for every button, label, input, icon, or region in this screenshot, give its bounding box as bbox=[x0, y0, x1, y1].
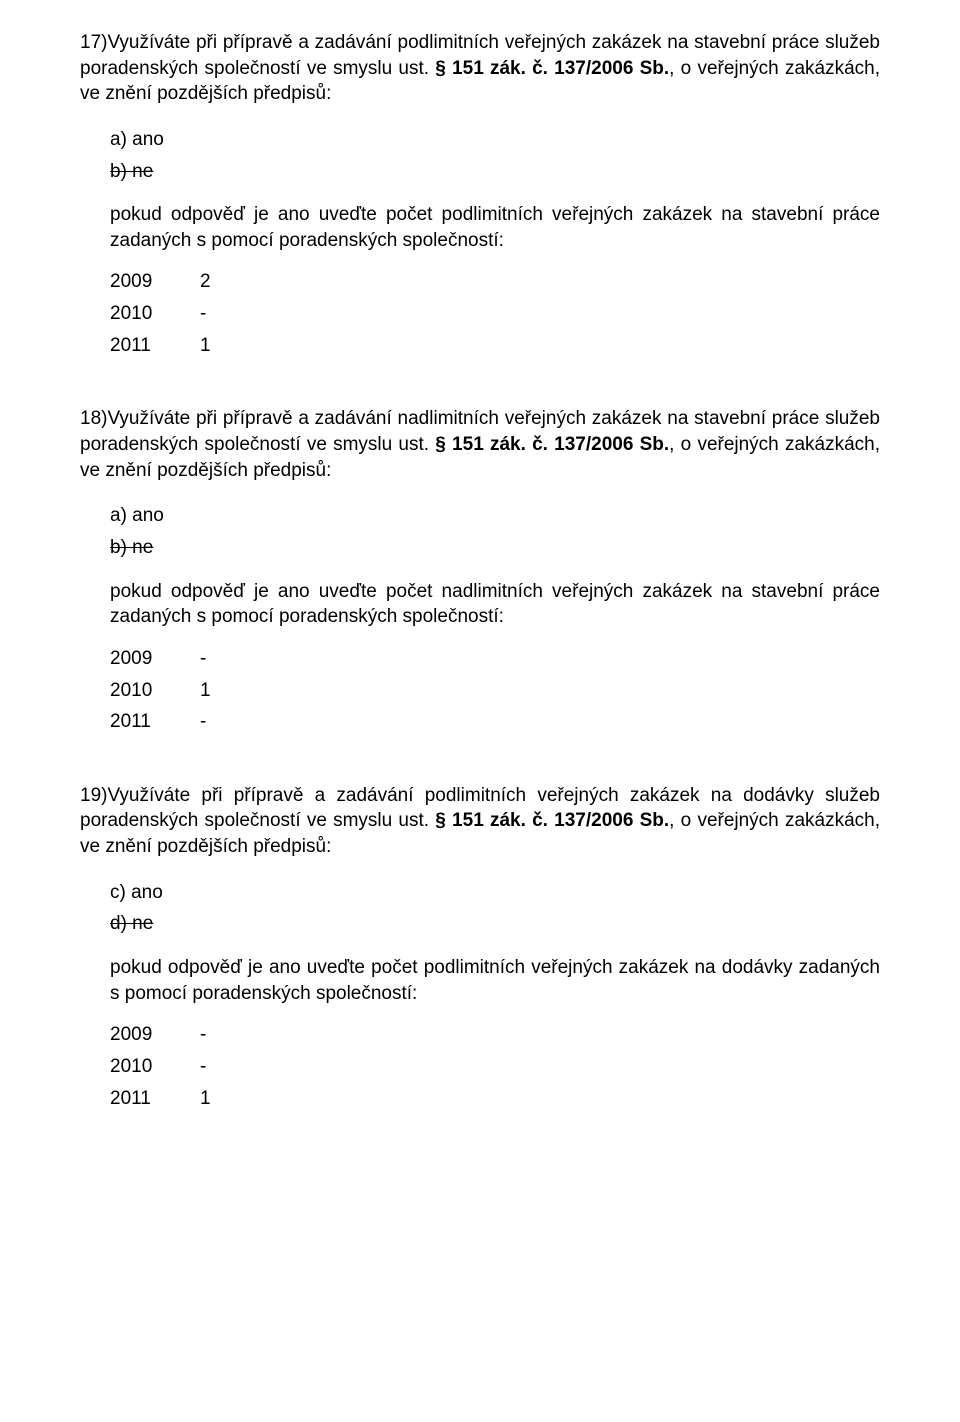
year-label-2010: 2010 bbox=[110, 1054, 200, 1080]
question-19-follow: pokud odpověď je ano uveďte počet podlim… bbox=[80, 955, 880, 1006]
question-17-text: 17)Využíváte při přípravě a zadávání pod… bbox=[80, 30, 880, 107]
option-18-b: b) ne bbox=[110, 535, 880, 561]
question-18-follow: pokud odpověď je ano uveďte počet nadlim… bbox=[80, 579, 880, 630]
year-row-19-2011: 2011 1 bbox=[110, 1086, 880, 1112]
question-19-text: 19)Využíváte při přípravě a zadávání pod… bbox=[80, 783, 880, 860]
year-label-2011: 2011 bbox=[110, 1086, 200, 1112]
question-18: 18)Využíváte při přípravě a zadávání nad… bbox=[80, 406, 880, 734]
question-18-text: 18)Využíváte při přípravě a zadávání nad… bbox=[80, 406, 880, 483]
question-17-text-bold: § 151 zák. č. 137/2006 Sb. bbox=[435, 58, 669, 79]
option-19-d: d) ne bbox=[110, 911, 880, 937]
option-18-a: a) ano bbox=[110, 503, 880, 529]
question-19-years: 2009 - 2010 - 2011 1 bbox=[80, 1022, 880, 1111]
question-17-years: 2009 2 2010 - 2011 1 bbox=[80, 269, 880, 358]
question-19-options: c) ano d) ne bbox=[80, 880, 880, 937]
year-value-2010: 1 bbox=[200, 678, 211, 704]
question-17: 17)Využíváte při přípravě a zadávání pod… bbox=[80, 30, 880, 358]
year-value-2010: - bbox=[200, 1054, 206, 1080]
year-label-2010: 2010 bbox=[110, 678, 200, 704]
year-row-17-2009: 2009 2 bbox=[110, 269, 880, 295]
year-value-2011: 1 bbox=[200, 333, 211, 359]
question-19-number: 19) bbox=[80, 785, 107, 806]
question-18-number: 18) bbox=[80, 408, 107, 429]
question-17-number: 17) bbox=[80, 32, 107, 53]
question-18-options: a) ano b) ne bbox=[80, 503, 880, 560]
year-value-2009: 2 bbox=[200, 269, 211, 295]
year-row-17-2010: 2010 - bbox=[110, 301, 880, 327]
year-label-2009: 2009 bbox=[110, 269, 200, 295]
year-value-2011: 1 bbox=[200, 1086, 211, 1112]
question-19: 19)Využíváte při přípravě a zadávání pod… bbox=[80, 783, 880, 1111]
question-19-text-bold: § 151 zák. č. 137/2006 Sb. bbox=[435, 810, 669, 831]
question-17-follow: pokud odpověď je ano uveďte počet podlim… bbox=[80, 202, 880, 253]
option-19-c: c) ano bbox=[110, 880, 880, 906]
year-value-2009: - bbox=[200, 646, 206, 672]
question-18-years: 2009 - 2010 1 2011 - bbox=[80, 646, 880, 735]
option-17-b: b) ne bbox=[110, 159, 880, 185]
question-17-options: a) ano b) ne bbox=[80, 127, 880, 184]
year-row-19-2009: 2009 - bbox=[110, 1022, 880, 1048]
year-row-18-2011: 2011 - bbox=[110, 709, 880, 735]
year-row-18-2010: 2010 1 bbox=[110, 678, 880, 704]
year-row-18-2009: 2009 - bbox=[110, 646, 880, 672]
option-17-a: a) ano bbox=[110, 127, 880, 153]
document-page: 17)Využíváte při přípravě a zadávání pod… bbox=[0, 0, 960, 1422]
question-18-text-bold: § 151 zák. č. 137/2006 Sb. bbox=[435, 434, 669, 455]
year-label-2009: 2009 bbox=[110, 1022, 200, 1048]
year-row-17-2011: 2011 1 bbox=[110, 333, 880, 359]
year-value-2009: - bbox=[200, 1022, 206, 1048]
year-label-2011: 2011 bbox=[110, 709, 200, 735]
year-row-19-2010: 2010 - bbox=[110, 1054, 880, 1080]
year-label-2009: 2009 bbox=[110, 646, 200, 672]
year-value-2010: - bbox=[200, 301, 206, 327]
year-label-2011: 2011 bbox=[110, 333, 200, 359]
year-label-2010: 2010 bbox=[110, 301, 200, 327]
year-value-2011: - bbox=[200, 709, 206, 735]
